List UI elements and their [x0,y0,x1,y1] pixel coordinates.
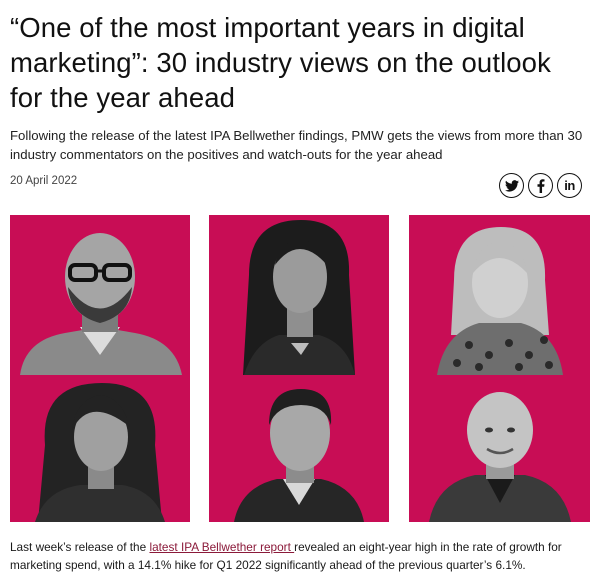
share-buttons: in [499,173,582,200]
linkedin-share-button[interactable]: in [557,173,582,198]
body-text-before-link: Last week’s release of the [10,540,150,554]
portrait-woman-wavy-hair [10,375,190,522]
article-standfirst: Following the release of the latest IPA … [10,128,583,162]
twitter-share-button[interactable] [499,173,524,198]
portrait-woman-dark-hair [209,215,389,375]
portrait-man-dark-hair [209,375,389,522]
article-headline: “One of the most important years in digi… [10,12,551,113]
article-body-paragraph: Last week’s release of the latest IPA Be… [10,538,590,574]
body-text-after-link: revealed an eight-year high in the rate … [10,540,562,572]
portrait-bald-man-glasses [10,215,190,375]
facebook-icon [537,178,544,193]
hero-image-collage [10,215,590,522]
facebook-share-button[interactable] [528,173,553,198]
linkedin-icon: in [564,178,575,193]
twitter-icon [504,179,519,192]
publish-date: 20 April 2022 [10,175,78,187]
portrait-bald-man-jacket [409,375,590,522]
portrait-woman-blonde [409,215,590,375]
ipa-bellwether-report-link[interactable]: latest IPA Bellwether report [149,540,295,554]
